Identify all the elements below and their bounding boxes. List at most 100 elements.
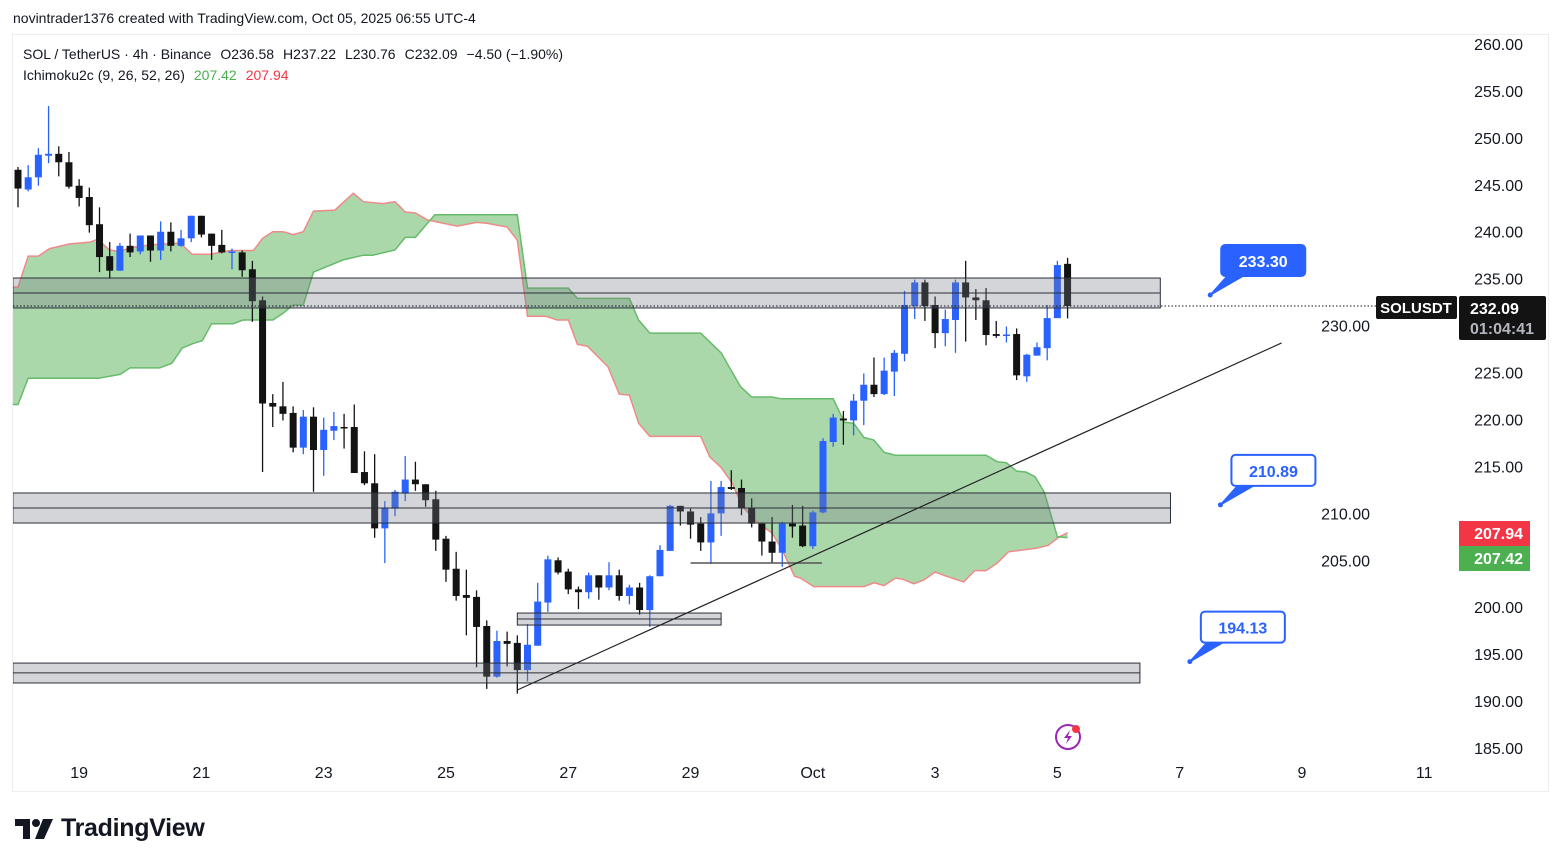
candle-bearish [931,296,939,349]
candle-bearish [554,557,562,575]
candle-bearish [768,517,776,564]
candle-bullish [524,624,531,682]
candle-body [666,505,674,551]
sr-zone[interactable] [13,492,1171,524]
time-axis[interactable]: 19 21 23 25 27 29 Oct 3 5 7 9 11 [70,765,1432,782]
candle-body [116,245,124,271]
candle-bearish [839,411,847,445]
candle-body [911,282,919,306]
callout-pointer [1189,641,1226,663]
price-callout[interactable]: 233.30 [1207,244,1307,298]
candle-body [921,282,929,306]
candle-bearish [85,187,93,233]
trend-line[interactable] [517,342,1282,691]
alert-icon[interactable] [1055,724,1081,750]
candle-body [625,587,633,596]
legend-row-indicator[interactable]: Ichimoku2c (9, 26, 52, 26) 207.42 207.94 [23,65,563,86]
candle-bearish [75,179,83,207]
symbol-tag-label: SOLUSDT [1380,300,1452,317]
chart-frame[interactable] [12,34,1549,792]
candle-body [197,215,205,235]
candle-body [982,300,990,335]
sr-zone[interactable] [13,277,1161,309]
candle-bullish [911,279,919,320]
candle-body [350,426,358,473]
candle-body [758,523,766,542]
candle-bullish [646,575,654,627]
candle-bullish [890,350,898,397]
candle-bearish [238,250,246,277]
price-axis[interactable]: 260.00 255.00 250.00 245.00 240.00 235.00 230.… [1321,37,1523,758]
candle-bearish [350,404,358,473]
time-axis-label: 3 [931,765,940,782]
candle-body [218,244,226,253]
candle-body [941,319,949,334]
candle-body [442,538,450,570]
legend-row-symbol: SOL / TetherUS · 4h · Binance O236.58 H237… [23,44,563,65]
candle-bearish [289,406,297,453]
candle-body [901,304,909,354]
span-a-tag-value: 207.42 [1474,551,1523,568]
candle-body [126,245,134,253]
callout-box [1220,244,1307,278]
candle-bearish [962,260,970,342]
candle-body [595,575,603,588]
candle-body [860,384,868,401]
callout-label: 233.30 [1239,254,1288,271]
candle-body [1033,347,1041,356]
candle-body [289,412,297,448]
candle-body [177,238,185,246]
price-axis-label: 220.00 [1474,412,1523,429]
tradingview-logo[interactable]: TradingView [15,814,205,843]
candle-body [809,512,817,547]
candle-body [748,507,756,524]
candle-body [687,511,695,525]
candle-bearish [340,413,348,449]
price-axis-label: 255.00 [1474,84,1523,101]
candle-body [503,641,511,644]
price-axis-label: 250.00 [1474,131,1523,148]
candle-bearish [360,451,368,486]
candle-bullish [34,148,42,186]
candle-body [452,568,460,596]
candle-bearish [870,357,878,397]
candle-body [136,235,144,252]
price-callout[interactable]: 210.89 [1217,453,1317,508]
candle-bearish [727,470,735,490]
candle-body [778,523,786,553]
candle-bearish [269,394,277,427]
candle-bullish [330,411,338,441]
candle-bearish [452,551,460,601]
bar-countdown: 01:04:41 [1470,321,1534,338]
callout-box [1230,453,1317,487]
callout-label: 210.89 [1249,464,1298,481]
candle-bearish [55,146,63,177]
indicator-span-a-value: 207.42 [193,67,237,83]
candle-body [951,282,959,320]
indicator-name: Ichimoku2c (9, 26, 52, 26) [23,67,185,83]
candle-body [208,233,216,246]
candle-bullish [381,501,389,564]
sr-zone[interactable] [13,662,1141,684]
candle-body [411,479,419,485]
price-axis-label: 240.00 [1474,225,1523,242]
candle-body [432,499,440,540]
candle-bullish [136,235,144,255]
candle-bearish [310,407,318,492]
candle-body [85,197,93,226]
candle-bearish [788,504,796,538]
candle-bullish [860,373,868,426]
candle-body [259,300,267,404]
candle-body [524,644,531,671]
price-axis-label: 185.00 [1474,741,1523,758]
sr-zone[interactable] [516,612,722,626]
candle-bearish [972,289,980,320]
candle-body [646,576,654,611]
price-axis-label: 195.00 [1474,647,1523,664]
candle-body [106,256,114,271]
price-callout[interactable]: 194.13 [1187,610,1286,665]
senkou-span-b-line [13,192,1068,588]
candle-bullish [778,521,786,567]
candle-bearish [197,215,205,238]
